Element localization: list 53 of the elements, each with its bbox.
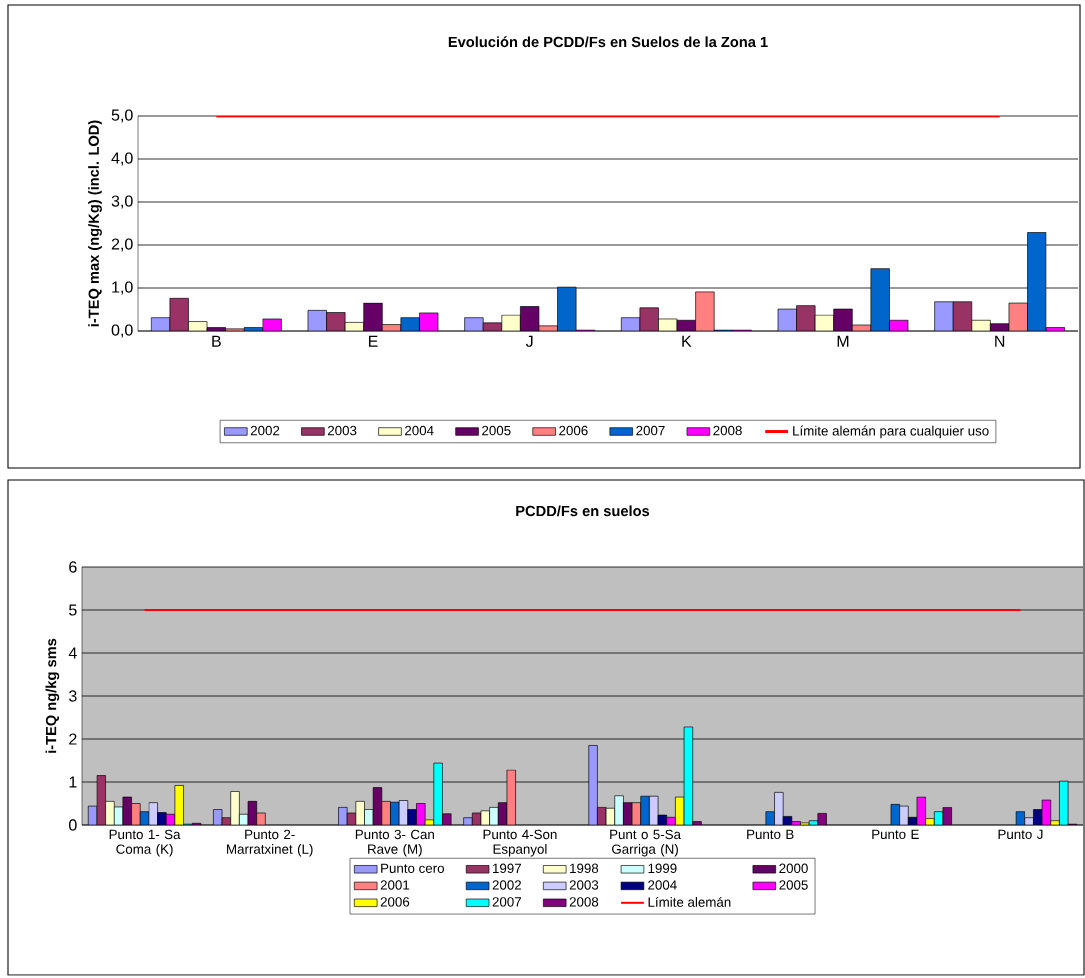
- legend-label: Punto cero: [381, 863, 444, 873]
- legend-label: Límite alemán: [648, 896, 731, 907]
- chart-title: PCDD/Fs en suelos: [516, 505, 650, 517]
- legend-label: 2002: [492, 880, 521, 890]
- x-tick-label: B: [212, 335, 221, 347]
- x-tick-label: Punto 1- Sa Coma (K): [109, 829, 181, 857]
- y-tick-label: 0: [69, 819, 77, 831]
- legend-label: 2002: [250, 425, 280, 436]
- legend-label: 2005: [482, 425, 511, 436]
- legend-label: 2007: [492, 897, 521, 907]
- chart-title: Evolución de PCDD/Fs en Suelos de la Zona 1: [448, 36, 768, 48]
- legend-label: 2005: [779, 880, 808, 890]
- x-tick-label: Punt o 5-Sa Garriga (N): [610, 829, 682, 857]
- legend-label: 2004: [648, 880, 677, 890]
- legend-label: 2006: [559, 425, 588, 436]
- legend-label: 2008: [713, 425, 742, 436]
- legend-label: Límite alemán para cualquier uso: [793, 425, 989, 439]
- y-tick-label: 4,0: [111, 152, 133, 166]
- y-tick-label: 6: [69, 561, 77, 573]
- y-tick-label: 3: [69, 690, 77, 702]
- y-tick-label: 5: [69, 604, 77, 616]
- legend-label: 2004: [405, 425, 434, 436]
- y-axis-title: i-TEQ max (ng/Kg) (incl. LOD): [88, 120, 102, 327]
- y-tick-label: 5,0: [111, 109, 133, 123]
- legend-label: 2001: [380, 880, 410, 890]
- legend-label: 2008: [569, 897, 599, 907]
- x-tick-label: K: [682, 335, 692, 347]
- x-tick-label: Punto J: [998, 829, 1043, 840]
- x-tick-label: E: [368, 335, 378, 347]
- y-tick-label: 3,0: [111, 195, 133, 209]
- legend-label: 2006: [380, 897, 410, 907]
- y-tick-label: 2: [69, 733, 77, 745]
- y-tick-label: 0,0: [111, 324, 133, 338]
- y-tick-label: 1,0: [112, 281, 133, 295]
- x-tick-label: N: [995, 335, 1005, 347]
- y-tick-label: 2,0: [111, 238, 133, 252]
- x-tick-label: Punto 4-Son Espanyol: [483, 829, 557, 857]
- legend-label: 1998: [570, 863, 599, 874]
- legend-label: 2003: [327, 425, 357, 436]
- x-tick-label: M: [837, 335, 849, 347]
- x-tick-label: Punto 3- Can Rave (M): [355, 829, 434, 857]
- legend-label: 2003: [569, 880, 599, 890]
- legend-label: 1997: [493, 863, 521, 874]
- y-tick-label: 4: [68, 647, 77, 659]
- x-tick-label: Punto E: [872, 829, 919, 840]
- y-axis-title: i-TEQ ng/kg sms: [45, 638, 60, 753]
- legend-label: 2007: [636, 425, 665, 436]
- x-tick-label: Punto B: [747, 829, 794, 840]
- legend-label: 2000: [779, 863, 808, 874]
- x-tick-label: Punto 2- Marratxinet (L): [227, 829, 313, 857]
- legend-label: 1999: [648, 863, 677, 874]
- x-tick-label: J: [525, 335, 533, 347]
- y-tick-label: 1: [69, 776, 77, 788]
